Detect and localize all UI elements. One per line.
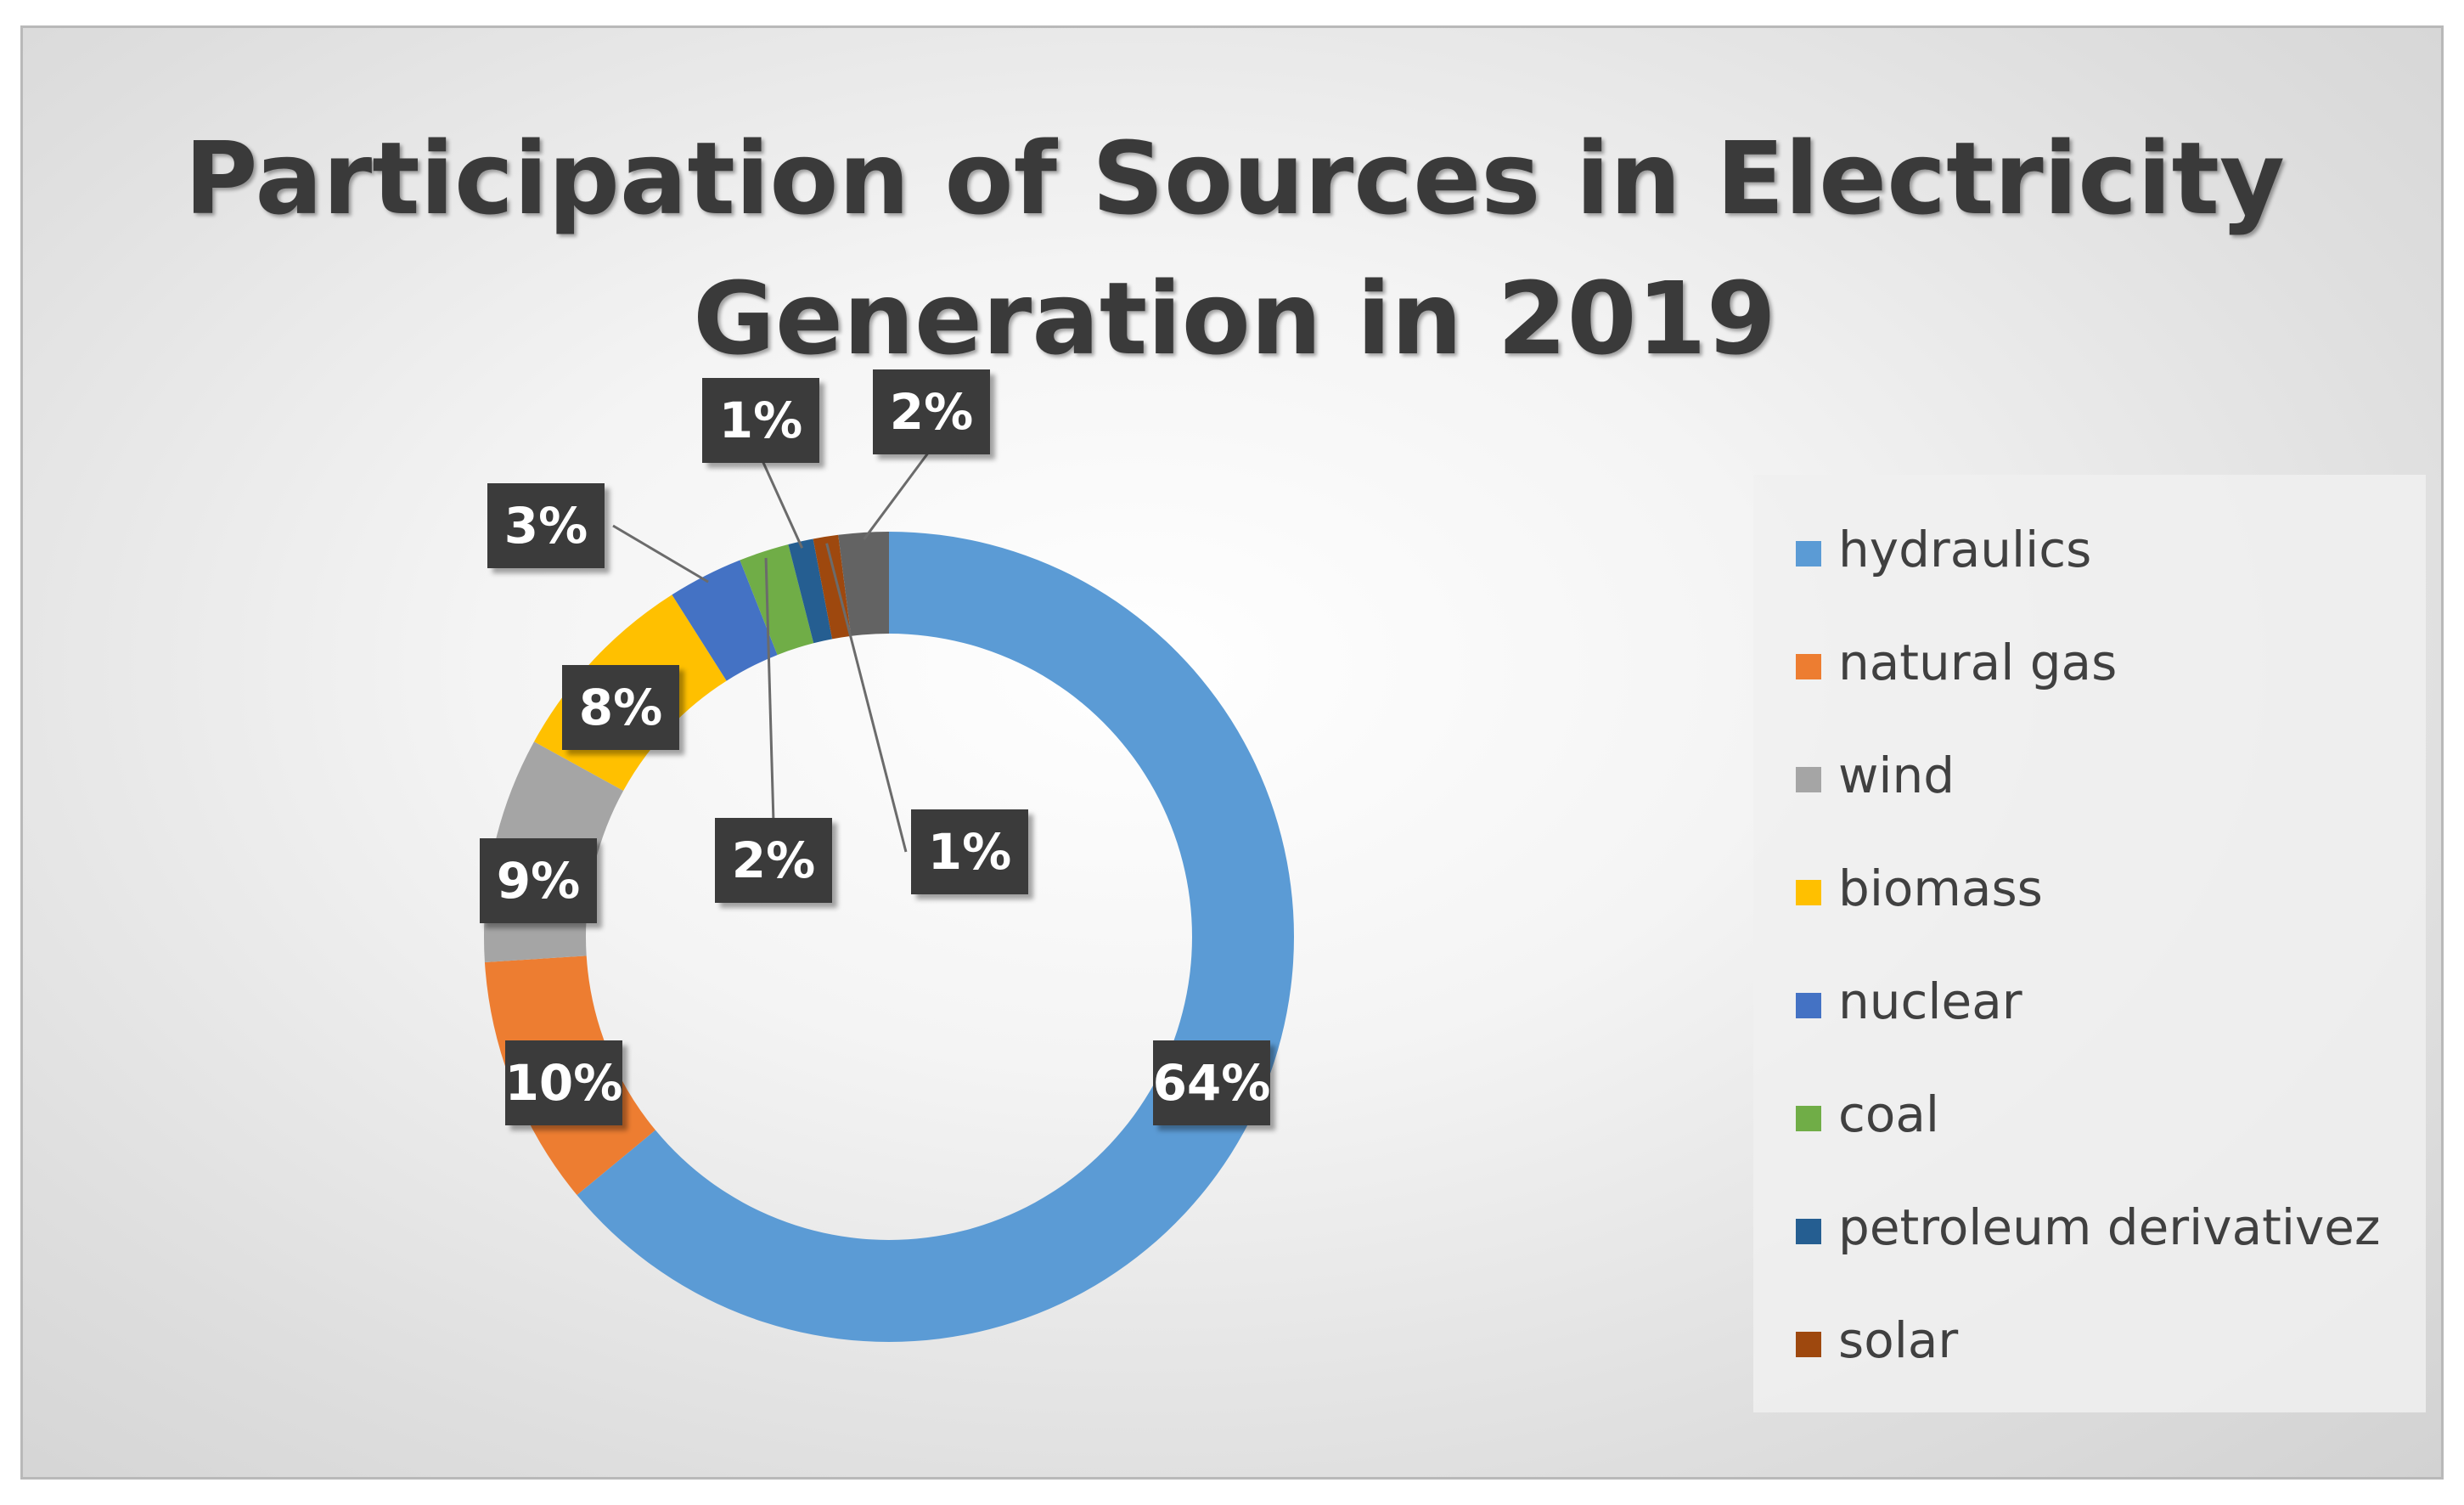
data-label-box-solar — [911, 809, 1028, 894]
donut-slice-hydraulics — [577, 532, 1294, 1342]
legend-label: solar — [1838, 1311, 1959, 1369]
legend-item-natural-gas: natural gas — [1753, 628, 2426, 741]
legend-label: natural gas — [1838, 634, 2118, 691]
leader-line-coal — [764, 557, 775, 823]
data-label-box-coal — [715, 818, 832, 903]
leader-line-nuclear — [612, 524, 709, 583]
leader-lines — [612, 448, 933, 853]
data-label-wind: 9% — [497, 852, 580, 910]
data-label-other: 2% — [890, 383, 973, 441]
legend-swatch — [1796, 1332, 1821, 1357]
data-label-coal: 2% — [732, 831, 815, 889]
donut-slice-other — [838, 532, 889, 636]
data-label-nuclear: 3% — [504, 497, 588, 555]
legend-swatch — [1796, 767, 1821, 792]
legend-item-wind: wind — [1753, 741, 2426, 854]
legend-label: petroleum derivativez — [1838, 1198, 2381, 1256]
legend-swatch — [1796, 993, 1821, 1018]
legend-swatch — [1796, 880, 1821, 905]
data-label-box-natural-gas — [505, 1040, 622, 1125]
data-label-box-wind — [480, 838, 597, 923]
legend-label: coal — [1838, 1085, 1940, 1143]
data-label-natural-gas: 10% — [505, 1054, 623, 1112]
data-label-box-other — [873, 369, 990, 454]
donut-chart: 64% 10% 9% 8% 3% 2% 1% 1% 2% — [480, 369, 1294, 1342]
legend: hydraulics natural gas wind biomass nuclear c… — [1753, 475, 2426, 1412]
leader-line-solar — [825, 543, 908, 853]
data-labels: 64% 10% 9% 8% 3% 2% 1% 1% 2% — [480, 369, 1270, 1125]
donut-slices — [484, 532, 1294, 1342]
donut-slice-petroleum-derivativez — [788, 538, 833, 644]
chart-title-line-2: Generation in 2019 — [693, 260, 1776, 377]
donut-slice-solar — [813, 534, 852, 640]
legend-label: hydraulics — [1838, 521, 2092, 578]
chart-title: Participation of Sources in Electricity … — [23, 109, 2441, 389]
legend-swatch — [1796, 654, 1821, 679]
data-label-petroleum-derivativez: 1% — [719, 392, 802, 449]
legend-item-petroleum-derivativez: petroleum derivativez — [1753, 1193, 2426, 1306]
data-label-biomass: 8% — [579, 679, 662, 736]
donut-slice-nuclear — [672, 560, 778, 681]
legend-item-hydraulics: hydraulics — [1753, 516, 2426, 628]
data-label-box-biomass — [562, 665, 679, 750]
data-label-solar: 1% — [928, 823, 1011, 881]
data-label-box-hydraulics — [1153, 1040, 1270, 1125]
leader-line-other — [863, 448, 933, 540]
chart-frame: Participation of Sources in Electricity … — [20, 25, 2444, 1480]
legend-swatch — [1796, 1219, 1821, 1244]
legend-label: biomass — [1838, 860, 2043, 917]
legend-swatch — [1796, 1106, 1821, 1131]
legend-item-nuclear: nuclear — [1753, 967, 2426, 1080]
donut-slice-coal — [740, 544, 814, 656]
legend-label: wind — [1838, 747, 1955, 804]
legend-item-coal: coal — [1753, 1080, 2426, 1193]
data-label-hydraulics: 64% — [1153, 1054, 1271, 1112]
chart-title-line-1: Participation of Sources in Electricity — [184, 120, 2285, 237]
data-label-box-petroleum-derivativez — [702, 378, 819, 463]
legend-label: nuclear — [1838, 972, 2022, 1030]
data-label-box-nuclear — [487, 483, 605, 568]
legend-swatch — [1796, 541, 1821, 566]
leader-line-petroleum-derivativez — [759, 456, 804, 549]
legend-item-biomass: biomass — [1753, 854, 2426, 967]
legend-item-solar: solar — [1753, 1306, 2426, 1419]
